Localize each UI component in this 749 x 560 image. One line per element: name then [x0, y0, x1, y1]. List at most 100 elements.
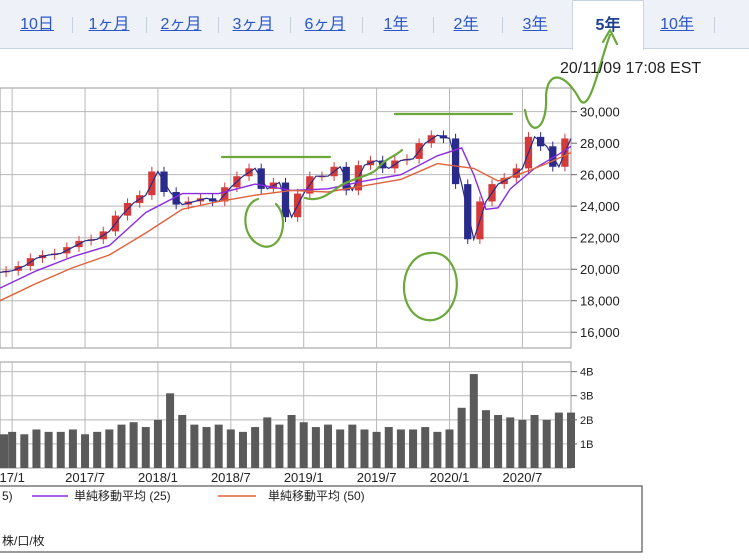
- volume-bar: [506, 417, 515, 468]
- volume-bar: [178, 415, 187, 468]
- legend: 5) 単純移動平均 (25) 単純移動平均 (50) 株/口/枚: [0, 485, 643, 553]
- volume-bar: [348, 424, 357, 468]
- price-tick-label: 18,000: [580, 294, 620, 309]
- volume-bar: [141, 427, 150, 468]
- price-tick-label: 16,000: [580, 325, 620, 340]
- volume-bar: [105, 429, 114, 468]
- price-tick-label: 20,000: [580, 262, 620, 277]
- volume-bar: [336, 429, 345, 468]
- handwritten-annotations: [220, 28, 619, 322]
- legend-label-price: 5): [2, 489, 13, 503]
- tab-separator: [433, 17, 434, 33]
- volume-bar: [469, 374, 478, 468]
- annotation-circle-2020-03: [402, 251, 458, 322]
- volume-bar: [518, 419, 527, 468]
- volume-bar: [421, 427, 430, 468]
- volume-bar: [481, 410, 490, 468]
- tab-3y[interactable]: 3年: [522, 16, 548, 33]
- series-line-ma25: [0, 145, 572, 289]
- annotation-wave-2019: [303, 148, 404, 201]
- x-tick-label: 17/1: [0, 470, 25, 485]
- unit-note: 株/口/枚: [2, 533, 45, 548]
- volume-bar: [275, 424, 284, 468]
- volume-bar: [396, 429, 405, 468]
- volume-bar: [263, 417, 272, 468]
- volume-tick-label: 2B: [580, 415, 593, 427]
- volume-bar: [433, 431, 442, 468]
- x-tick-label: 2019/1: [284, 470, 324, 485]
- annotation-arrow-upward: [523, 28, 619, 129]
- volume-axis: 4B 3B 2B 1B: [571, 367, 593, 451]
- tab-separator: [502, 17, 503, 33]
- volume-bar: [32, 429, 41, 468]
- volume-bar: [251, 427, 260, 468]
- price-tick-label: 26,000: [580, 168, 620, 183]
- volume-bar: [384, 427, 393, 468]
- volume-bar: [542, 419, 551, 468]
- tab-separator: [714, 17, 715, 33]
- volume-bar: [202, 427, 211, 468]
- volume-bar: [129, 422, 138, 468]
- x-tick-label: 2017/7: [65, 470, 105, 485]
- x-tick-label: 2018/7: [211, 470, 251, 485]
- volume-bar: [530, 415, 539, 468]
- x-tick-label: 2020/7: [503, 470, 543, 485]
- series-line-ma50: [0, 151, 572, 302]
- volume-bar: [68, 429, 77, 468]
- volume-bar: [226, 429, 235, 468]
- x-tick-label: 2020/1: [430, 470, 470, 485]
- tab-separator: [72, 17, 73, 33]
- tab-10d[interactable]: 10日: [20, 16, 54, 33]
- price-panel-frame: [0, 87, 572, 349]
- x-tick-label: 2019/7: [357, 470, 397, 485]
- volume-bar: [494, 415, 503, 468]
- volume-bar: [8, 431, 17, 468]
- volume-bar: [287, 415, 296, 468]
- tab-2m[interactable]: 2ヶ月: [160, 16, 202, 33]
- tab-2y[interactable]: 2年: [453, 16, 479, 33]
- volume-bar: [166, 393, 175, 468]
- tab-1m[interactable]: 1ヶ月: [88, 16, 130, 33]
- volume-tick-label: 4B: [580, 367, 593, 379]
- volume-bar: [214, 424, 223, 468]
- volume-bar: [311, 427, 320, 468]
- tab-6m[interactable]: 6ヶ月: [304, 16, 346, 33]
- tab-3m[interactable]: 3ヶ月: [232, 16, 274, 33]
- volume-bar: [360, 429, 369, 468]
- volume-bar: [299, 422, 308, 468]
- volume-tick-label: 1B: [580, 439, 593, 451]
- volume-bar: [81, 434, 90, 468]
- tab-separator: [290, 17, 291, 33]
- volume-bar: [56, 431, 65, 468]
- tab-1y[interactable]: 1年: [383, 16, 409, 33]
- volume-bar: [117, 424, 126, 468]
- annotation-circle-2018-12: [244, 197, 285, 248]
- tab-separator: [218, 17, 219, 33]
- legend-box: [0, 485, 643, 553]
- price-grid: [0, 87, 572, 349]
- volume-bar: [44, 431, 53, 468]
- volume-bar: [20, 434, 29, 468]
- series-line-price: [0, 134, 572, 273]
- x-axis: 17/1 2017/7 2018/1 2018/7 2019/1 2019/7 2020/1…: [0, 470, 542, 485]
- price-tick-label: 22,000: [580, 231, 620, 246]
- volume-bar: [372, 431, 381, 468]
- tab-10y[interactable]: 10年: [660, 16, 694, 33]
- volume-bar: [0, 434, 8, 468]
- price-axis: 30,000 28,000 26,000 24,000 22,000 20,000 18,0…: [571, 105, 620, 340]
- period-tab-bar: 10日 1ヶ月 2ヶ月 3ヶ月 6ヶ月 1年 2年 3年 5年 10年: [0, 0, 749, 50]
- volume-bar: [457, 407, 466, 468]
- volume-bar: [190, 424, 199, 468]
- volume-bar: [324, 424, 333, 468]
- price-tick-label: 30,000: [580, 105, 620, 120]
- legend-label-ma25: 単純移動平均 (25): [74, 489, 171, 503]
- x-tick-label: 2018/1: [138, 470, 178, 485]
- tab-5y[interactable]: 5年: [572, 0, 644, 50]
- volume-bar: [93, 431, 102, 468]
- volume-bar: [238, 431, 247, 468]
- tab-separator: [362, 17, 363, 33]
- volume-tick-label: 3B: [580, 391, 593, 403]
- timestamp: 20/11/09 17:08 EST: [560, 60, 702, 77]
- volume-bar: [554, 412, 563, 468]
